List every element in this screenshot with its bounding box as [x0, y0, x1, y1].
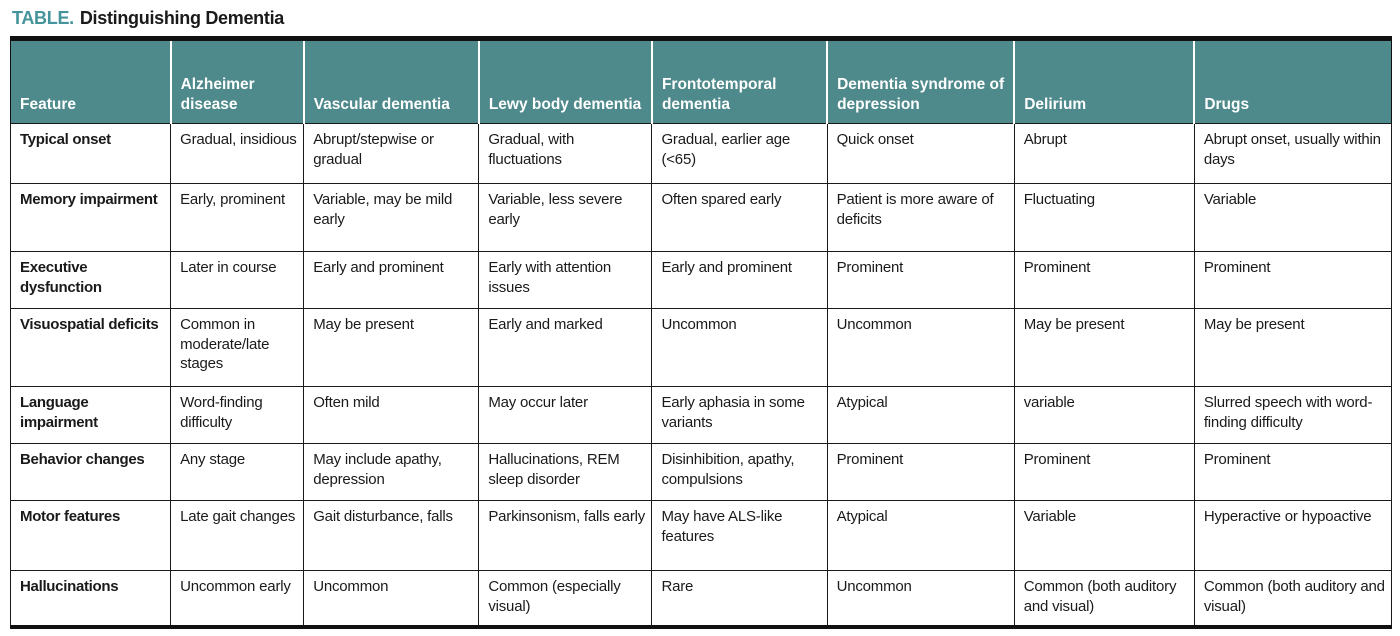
table-cell: Later in course [170, 251, 305, 309]
table-cell: Variable, less severe early [478, 183, 653, 252]
table-header: Feature Alzheimer disease Vascular demen… [10, 38, 1392, 124]
table-cell: Uncommon [826, 570, 1015, 627]
table-cell: Slurred speech with word-finding difficu… [1193, 386, 1393, 444]
table-cell: Prominent [1013, 443, 1195, 501]
column-header-lewy-body: Lewy body dementia [477, 38, 652, 124]
table-cell: May be present [1193, 308, 1393, 387]
table-cell: Common (both auditory and visual) [1193, 570, 1393, 627]
feature-cell: Executive dysfunction [9, 251, 172, 309]
column-header-delirium: Delirium [1013, 38, 1195, 124]
table-cell: May be present [303, 308, 480, 387]
table-cell: Atypical [826, 500, 1015, 571]
table-row-behavior-changes: Behavior changes Any stage May include a… [9, 443, 1393, 501]
table-cell: Abrupt/stepwise or gradual [303, 123, 480, 184]
table-cell: Prominent [1013, 251, 1195, 309]
table-title-text: Distinguishing Dementia [79, 8, 284, 28]
table-cell: Hyperactive or hypoactive [1193, 500, 1393, 571]
feature-cell: Motor features [9, 500, 172, 571]
table-cell: Patient is more aware of deficits [826, 183, 1015, 252]
table-cell: Common (both auditory and visual) [1013, 570, 1195, 627]
table-cell: Abrupt [1013, 123, 1195, 184]
table-cell: Late gait changes [170, 500, 305, 571]
column-header-drugs: Drugs [1193, 38, 1392, 124]
feature-cell: Language impairment [9, 386, 172, 444]
column-header-dementia-syndrome-depression: Dementia syndrome of depression [826, 38, 1015, 124]
table-cell: Word-finding difficulty [170, 386, 305, 444]
table-cell: Variable [1193, 183, 1393, 252]
table-cell: Gait disturbance, falls [303, 500, 480, 571]
table-cell: Disinhibition, apathy, compulsions [651, 443, 828, 501]
feature-cell: Behavior changes [9, 443, 172, 501]
table-cell: Early aphasia in some variants [651, 386, 828, 444]
table-row-executive-dysfunction: Executive dysfunction Later in course Ea… [9, 251, 1393, 309]
table-cell: Early and prominent [651, 251, 828, 309]
table-row-memory-impairment: Memory impairment Early, prominent Varia… [9, 183, 1393, 252]
feature-cell: Memory impairment [9, 183, 172, 252]
table-row-typical-onset: Typical onset Gradual, insidious Abrupt/… [9, 123, 1393, 184]
feature-cell: Visuospatial deficits [9, 308, 172, 387]
table-cell: Prominent [1193, 443, 1393, 501]
table-cell: variable [1013, 386, 1195, 444]
column-header-alzheimer: Alzheimer disease [169, 38, 304, 124]
table-cell: Gradual, earlier age (<65) [651, 123, 828, 184]
table-cell: Prominent [1193, 251, 1393, 309]
table-cell: Atypical [826, 386, 1015, 444]
dementia-comparison-table: Feature Alzheimer disease Vascular demen… [9, 36, 1393, 629]
table-cell: May occur later [478, 386, 653, 444]
table-cell: Uncommon early [170, 570, 305, 627]
table-cell: Quick onset [826, 123, 1015, 184]
table-row-visuospatial-deficits: Visuospatial deficits Common in moderate… [9, 308, 1393, 387]
table-cell: Rare [651, 570, 828, 627]
header-row: Feature Alzheimer disease Vascular demen… [10, 38, 1392, 124]
table-cell: Variable, may be mild early [303, 183, 480, 252]
feature-cell: Hallucinations [9, 570, 172, 627]
column-header-vascular: Vascular dementia [302, 38, 479, 124]
table-cell: May have ALS-like features [651, 500, 828, 571]
table-cell: Common (especially visual) [478, 570, 653, 627]
table-cell: Uncommon [826, 308, 1015, 387]
table-row-language-impairment: Language impairment Word-finding difficu… [9, 386, 1393, 444]
table-cell: Gradual, insidious [170, 123, 305, 184]
table-cell: Prominent [826, 443, 1015, 501]
table-cell: Early and prominent [303, 251, 480, 309]
table-cell: Any stage [170, 443, 305, 501]
table-cell: Variable [1013, 500, 1195, 571]
table-cell: Common in moderate/late stages [170, 308, 305, 387]
column-header-feature: Feature [10, 38, 171, 124]
table-cell: Prominent [826, 251, 1015, 309]
table-cell: Parkinsonism, falls early [478, 500, 653, 571]
table-cell: Early, prominent [170, 183, 305, 252]
table-body: Typical onset Gradual, insidious Abrupt/… [9, 123, 1393, 627]
table-title: TABLE. Distinguishing Dementia [12, 8, 1392, 29]
table-row-hallucinations: Hallucinations Uncommon early Uncommon C… [9, 570, 1393, 627]
table-cell: Uncommon [303, 570, 480, 627]
table-cell: Early and marked [478, 308, 653, 387]
table-title-label: TABLE. [12, 8, 74, 28]
table-cell: Gradual, with fluctuations [478, 123, 653, 184]
table-cell: Often mild [303, 386, 480, 444]
table-cell: Early with attention issues [478, 251, 653, 309]
table-cell: Hallucinations, REM sleep disorder [478, 443, 653, 501]
table-cell: Uncommon [651, 308, 828, 387]
table-cell: May be present [1013, 308, 1195, 387]
table-cell: May include apathy, depression [303, 443, 480, 501]
table-cell: Often spared early [651, 183, 828, 252]
table-cell: Fluctuating [1013, 183, 1195, 252]
column-header-frontotemporal: Frontotemporal dementia [650, 38, 828, 124]
table-cell: Abrupt onset, usually within days [1193, 123, 1393, 184]
table-row-motor-features: Motor features Late gait changes Gait di… [9, 500, 1393, 571]
feature-cell: Typical onset [9, 123, 172, 184]
